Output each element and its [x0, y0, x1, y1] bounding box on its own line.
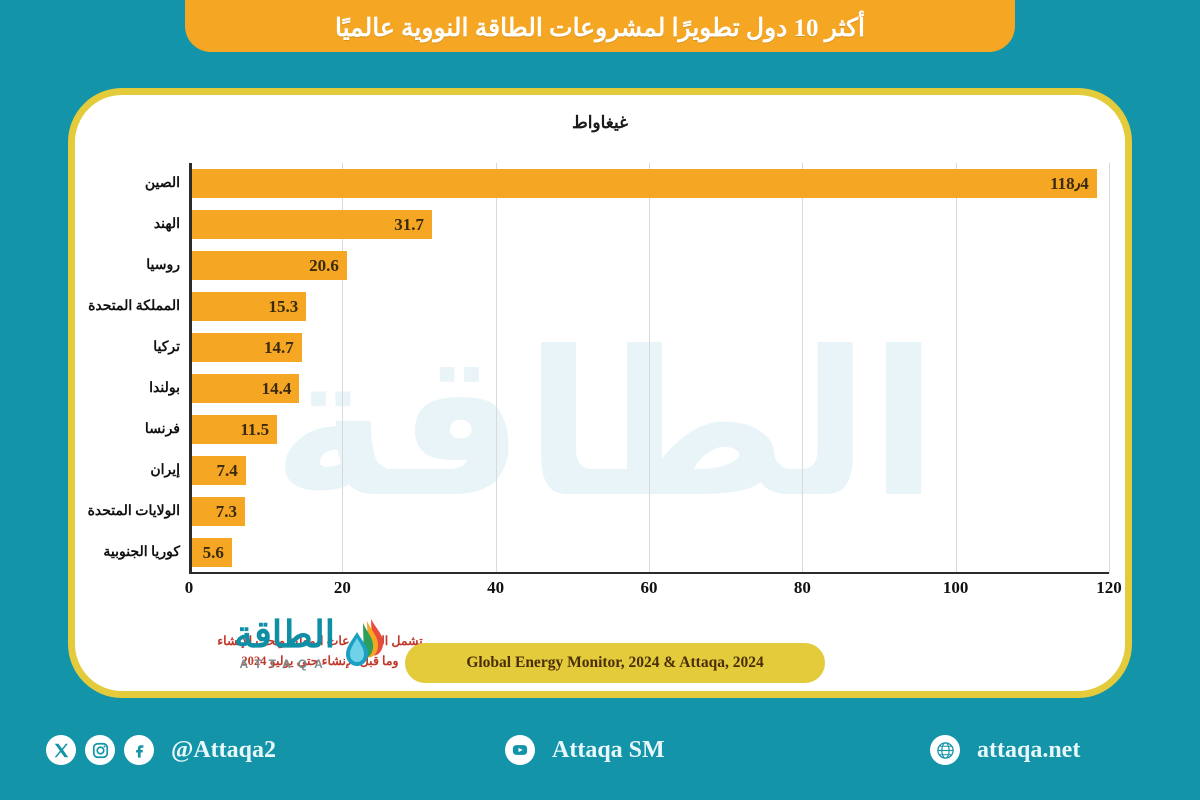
bar[interactable]: 118٫4 [189, 169, 1097, 198]
bar-row: تركيا 14.7 [153, 327, 1109, 368]
bar[interactable]: 5.6 [189, 538, 232, 567]
website-label[interactable]: attaqa.net [977, 736, 1081, 763]
x-axis-tick-label: 120 [1096, 578, 1122, 597]
bar-value-label: 11.5 [240, 419, 270, 439]
bar-value-label: 15.3 [268, 296, 299, 316]
bar-value-label: 14.4 [261, 378, 292, 398]
gridline [802, 163, 804, 573]
bar-value-label: 118٫4 [1050, 173, 1089, 193]
bar[interactable]: 20.6 [189, 251, 347, 280]
bar-value-label: 31.7 [394, 214, 425, 234]
bar-category-label: الولايات المتحدة [87, 504, 180, 519]
attaqa-logo: الطاقة ATTAQA [135, 613, 385, 675]
bar-row: الولايات المتحدة 7.3 [88, 491, 1109, 532]
x-axis-tick-label: 60 [640, 578, 658, 597]
gridline [1109, 163, 1110, 573]
social-handle-label[interactable]: @Attaqa2 [171, 736, 276, 763]
bar[interactable]: 7.3 [189, 497, 245, 526]
x-axis-tick-label: 20 [333, 578, 351, 597]
bar[interactable]: 14.7 [189, 333, 302, 362]
bar-value-label: 5.6 [202, 542, 224, 562]
title-banner: أكثر 10 دول تطويرًا لمشروعات الطاقة النو… [185, 0, 1015, 52]
chart-card: الطاقة غيغاواط الصين 118٫4 الهند 31.7 روسيا 2… [68, 88, 1132, 698]
bar[interactable]: 15.3 [189, 292, 307, 321]
x-icon[interactable] [46, 735, 76, 765]
bar-category-label: إيران [150, 463, 180, 478]
logo-wordmark: الطاقة ATTAQA [234, 615, 336, 671]
bar-row: إيران 7.4 [150, 450, 1109, 491]
logo-latin-text: ATTAQA [239, 657, 330, 671]
youtube-icon[interactable] [505, 735, 535, 765]
bar-category-label: تركيا [153, 340, 180, 355]
chart-axis-unit-title: غيغاواط [571, 113, 629, 132]
x-axis-tick-label: 80 [793, 578, 811, 597]
bar-row: الهند 31.7 [154, 204, 1109, 245]
social-footer: @Attaqa2 Attaqa SM attaqa.net [0, 700, 1200, 800]
bar-value-label: 14.7 [263, 337, 294, 357]
bar-category-label: فرنسا [144, 422, 180, 437]
y-axis-line [189, 163, 192, 573]
bar-value-label: 7.4 [216, 460, 238, 480]
x-axis-line [189, 571, 1109, 574]
bar[interactable]: 11.5 [189, 415, 278, 444]
bar-category-label: المملكة المتحدة [88, 299, 180, 314]
gridline [342, 163, 344, 573]
bar-row: روسيا 20.6 [146, 245, 1109, 286]
bar-chart-plot-area: الصين 118٫4 الهند 31.7 روسيا 20.6 المملكة المت… [88, 163, 1110, 574]
x-axis-tick-label: 100 [942, 578, 969, 597]
facebook-icon[interactable] [124, 735, 154, 765]
bar-value-label: 7.3 [215, 501, 237, 521]
globe-icon[interactable] [930, 735, 960, 765]
gridline [955, 163, 957, 573]
page-title: أكثر 10 دول تطويرًا لمشروعات الطاقة النو… [335, 15, 865, 42]
bar-category-label: كوريا الجنوبية [103, 545, 180, 560]
bar-row: الصين 118٫4 [145, 163, 1109, 204]
instagram-icon[interactable] [85, 735, 115, 765]
x-axis-tick-label: 40 [487, 578, 505, 597]
bar[interactable]: 14.4 [189, 374, 300, 403]
bar-row: كوريا الجنوبية 5.6 [103, 532, 1109, 573]
gridline [495, 163, 497, 573]
logo-arabic-text: الطاقة [234, 615, 336, 656]
website-group: attaqa.net [930, 735, 1080, 765]
bar-row: بولندا 14.4 [149, 368, 1109, 409]
source-pill: Global Energy Monitor, 2024 & Attaqa, 20… [405, 643, 825, 683]
gridline [649, 163, 650, 573]
youtube-label[interactable]: Attaqa SM [552, 736, 665, 763]
bar-row: المملكة المتحدة 15.3 [88, 286, 1109, 327]
bar-category-label: بولندا [149, 381, 180, 396]
bar-row: فرنسا 11.5 [145, 409, 1109, 450]
source-text: Global Energy Monitor, 2024 & Attaqa, 20… [466, 654, 764, 671]
bar-value-label: 20.6 [309, 255, 339, 275]
bar[interactable]: 31.7 [189, 210, 433, 239]
youtube-group: Attaqa SM [505, 735, 665, 765]
bar-category-label: روسيا [146, 258, 180, 273]
x-axis-tick-label: 0 [184, 578, 194, 597]
bar-category-label: الهند [153, 217, 180, 232]
bar-category-label: الصين [144, 176, 180, 191]
bar[interactable]: 7.4 [189, 456, 246, 485]
social-handles-group: @Attaqa2 [46, 735, 276, 765]
flame-droplet-icon [346, 619, 384, 666]
x-axis-tick-labels: 0 20 40 60 80 100 120 [185, 578, 1122, 604]
